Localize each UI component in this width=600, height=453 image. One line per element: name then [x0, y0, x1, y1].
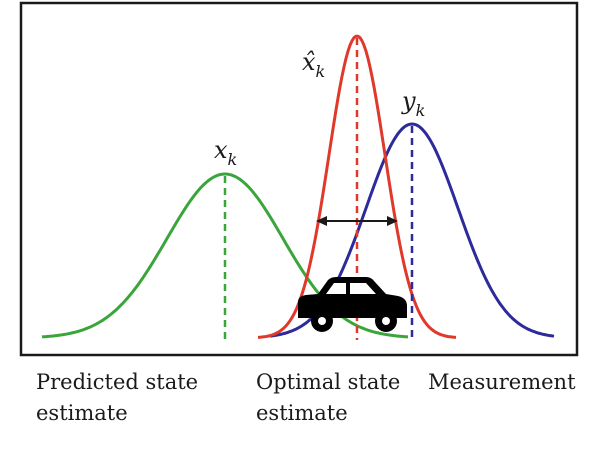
optimal-state-subscript: k — [316, 62, 326, 81]
predicted-state-caption: Predicted state estimate — [36, 370, 199, 425]
predicted-state-curve — [41, 172, 409, 339]
predicted-state-subscript: k — [228, 150, 238, 169]
measurement-label: yk — [401, 87, 425, 120]
measurement-subscript: k — [416, 101, 426, 120]
car-icon — [298, 277, 407, 332]
optimal-state-curve — [257, 34, 457, 339]
optimal-state-caption: Optimal state estimate — [256, 370, 401, 425]
measurement-caption: Measurement — [428, 370, 576, 394]
diagram-frame — [19, 1, 579, 357]
predicted-state-label: xk — [214, 136, 237, 169]
optimal-state-label: x̂k — [302, 48, 325, 81]
double-arrow-icon — [316, 216, 398, 226]
